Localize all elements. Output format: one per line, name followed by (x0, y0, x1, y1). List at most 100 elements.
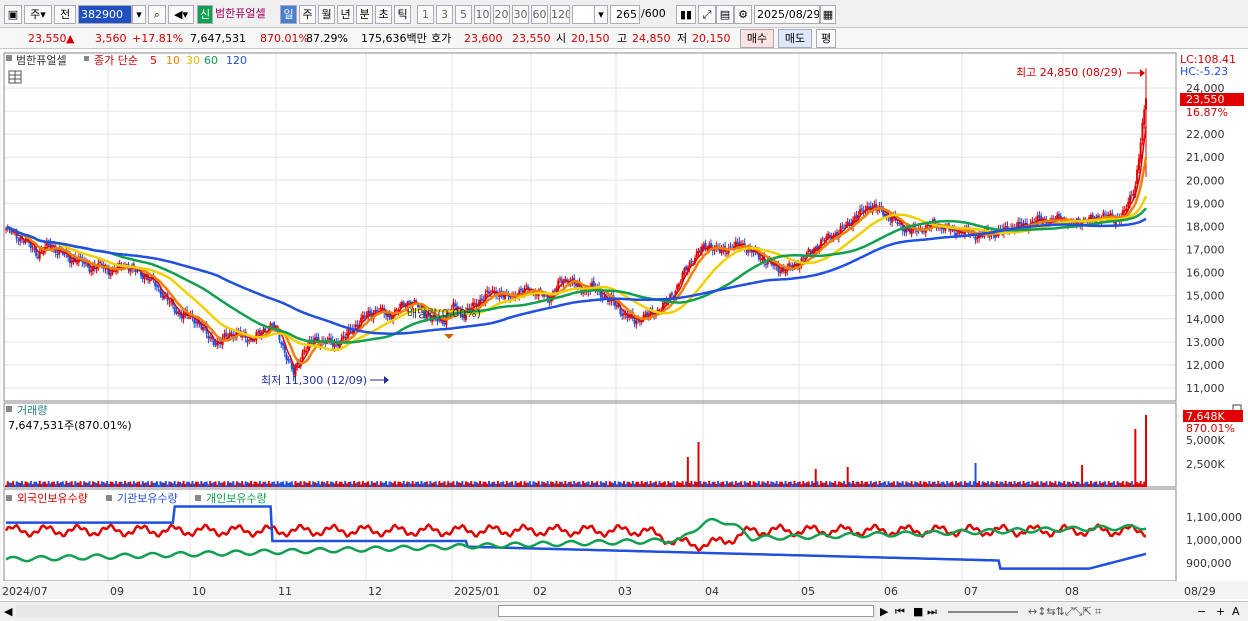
volume-bar (1068, 482, 1071, 487)
min-1[interactable]: 1 (417, 5, 434, 24)
volume-bar (578, 481, 581, 487)
candle-body (107, 268, 110, 275)
candle-body (521, 290, 524, 292)
volume-bar (1034, 482, 1037, 487)
gear-icon[interactable]: ⚙ (734, 5, 752, 24)
candle-body (1020, 222, 1023, 227)
zoom-slider[interactable] (948, 611, 1018, 613)
volume-bar (995, 481, 998, 487)
buy-button[interactable]: 매수 (740, 29, 774, 48)
quote-bar: 23,550 ▲ 3,560 +17.81% 7,647,531 870.01%… (0, 28, 1248, 49)
volume-bar (1026, 482, 1029, 487)
layout-icon[interactable]: ▣ (4, 5, 22, 24)
tab-week[interactable]: 주 (299, 5, 316, 24)
scroll-right-icon[interactable]: ▶ (880, 605, 889, 618)
min-120[interactable]: 120 (550, 5, 570, 24)
tab-year[interactable]: 년 (337, 5, 354, 24)
min-20[interactable]: 20 (493, 5, 510, 24)
tool-icons[interactable]: ↔↕⇆⇅⤢⤡⇱ ⌗ (1028, 605, 1102, 618)
min-30[interactable]: 30 (512, 5, 529, 24)
stop-icon[interactable]: ■ (913, 605, 924, 618)
volume-bar (203, 482, 206, 487)
x-axis-label: 12 (368, 585, 382, 598)
volume-bar (573, 481, 576, 487)
tab-day[interactable]: 일 (280, 5, 297, 24)
volume-bar (409, 483, 412, 487)
candle-body (399, 304, 402, 308)
volume-bar (969, 481, 972, 487)
candle-body (148, 279, 151, 282)
average-button[interactable]: 평 (816, 29, 836, 48)
horizontal-scrollbar[interactable]: ◀ ▶ ⏮ ■ ⏭ ↔↕⇆⇅⤢⤡⇱ ⌗ − + A (0, 601, 1248, 621)
save-icon[interactable]: ▤ (716, 5, 734, 24)
candle-body (576, 283, 579, 287)
volume-bar (1027, 481, 1030, 487)
calendar-icon[interactable]: ▦ (820, 5, 836, 24)
tab-month[interactable]: 월 (318, 5, 335, 24)
period-select[interactable]: 주▾ (24, 5, 52, 24)
volume-bar (745, 482, 748, 487)
candle-body (395, 309, 398, 311)
min-60[interactable]: 60 (531, 5, 548, 24)
candle-body (843, 227, 846, 229)
volume-bar (52, 481, 55, 487)
candle-body (615, 305, 618, 307)
mode-select[interactable]: 전 (54, 5, 76, 24)
search-icon[interactable]: ⌕ (148, 5, 166, 24)
candle-body (24, 240, 27, 243)
volume-bar (994, 483, 997, 487)
candle-body (976, 237, 979, 239)
stock-chart[interactable]: 범한퓨얼셀 종가 단순 5 10 30 60 120 LC:108.41 HC:… (0, 49, 1248, 601)
volume-bar (768, 484, 771, 487)
sell-button[interactable]: 매도 (778, 29, 812, 48)
volume-bar (260, 483, 263, 487)
volume-bar (235, 481, 238, 487)
volume-bar (390, 482, 393, 487)
candle-body (83, 261, 86, 264)
volume-bar (250, 481, 253, 487)
tab-tick[interactable]: 틱 (394, 5, 411, 24)
volume-bar (20, 481, 23, 487)
volume-bar (1081, 465, 1084, 487)
min-10[interactable]: 10 (474, 5, 491, 24)
interval-dropdown-icon[interactable]: ▾ (594, 5, 608, 24)
candle-body (68, 255, 71, 263)
min-3[interactable]: 3 (436, 5, 453, 24)
count-input[interactable]: 265 (610, 5, 640, 24)
speaker-icon[interactable]: ◀▾ (168, 5, 194, 24)
scroll-thumb[interactable] (498, 605, 874, 617)
min-5[interactable]: 5 (455, 5, 472, 24)
first-page-icon[interactable]: ⏮ (895, 605, 905, 618)
code-dropdown-icon[interactable]: ▾ (132, 5, 146, 24)
volume-bar (337, 483, 340, 487)
date-input[interactable]: 2025/08/29 (754, 5, 820, 24)
own-institution-title: 기관보유수량 (117, 492, 178, 505)
tab-second[interactable]: 초 (375, 5, 392, 24)
candle-icon[interactable]: ▮▮ (676, 5, 696, 24)
candle-body (823, 240, 826, 242)
volume-bar (1038, 484, 1041, 487)
volume-bar (1129, 482, 1132, 487)
zoom-out-icon[interactable]: − (1197, 605, 1207, 618)
candle-body (487, 291, 490, 294)
volume-bar (255, 481, 258, 487)
candle-body (662, 302, 665, 309)
volume-bar (1011, 483, 1014, 487)
tab-minute[interactable]: 분 (356, 5, 373, 24)
scroll-left-icon[interactable]: ◀ (4, 605, 13, 618)
volume-bar (353, 481, 356, 487)
volume-bar (669, 482, 672, 487)
font-size-icon[interactable]: A (1232, 605, 1240, 618)
stock-code-input[interactable]: 382900 (78, 5, 132, 24)
volume-bar (395, 484, 398, 487)
last-page-icon[interactable]: ⏭ (927, 605, 937, 618)
candle-body (454, 303, 457, 307)
volume-bar (454, 484, 457, 487)
candle-body (1036, 215, 1039, 223)
candle-body (464, 311, 467, 321)
volume-bar (896, 481, 899, 487)
volume-bar (1022, 481, 1025, 487)
volume-bar (464, 481, 467, 487)
draw-tool-icon[interactable]: ⤢ (698, 5, 716, 24)
zoom-in-icon[interactable]: + (1216, 605, 1226, 618)
